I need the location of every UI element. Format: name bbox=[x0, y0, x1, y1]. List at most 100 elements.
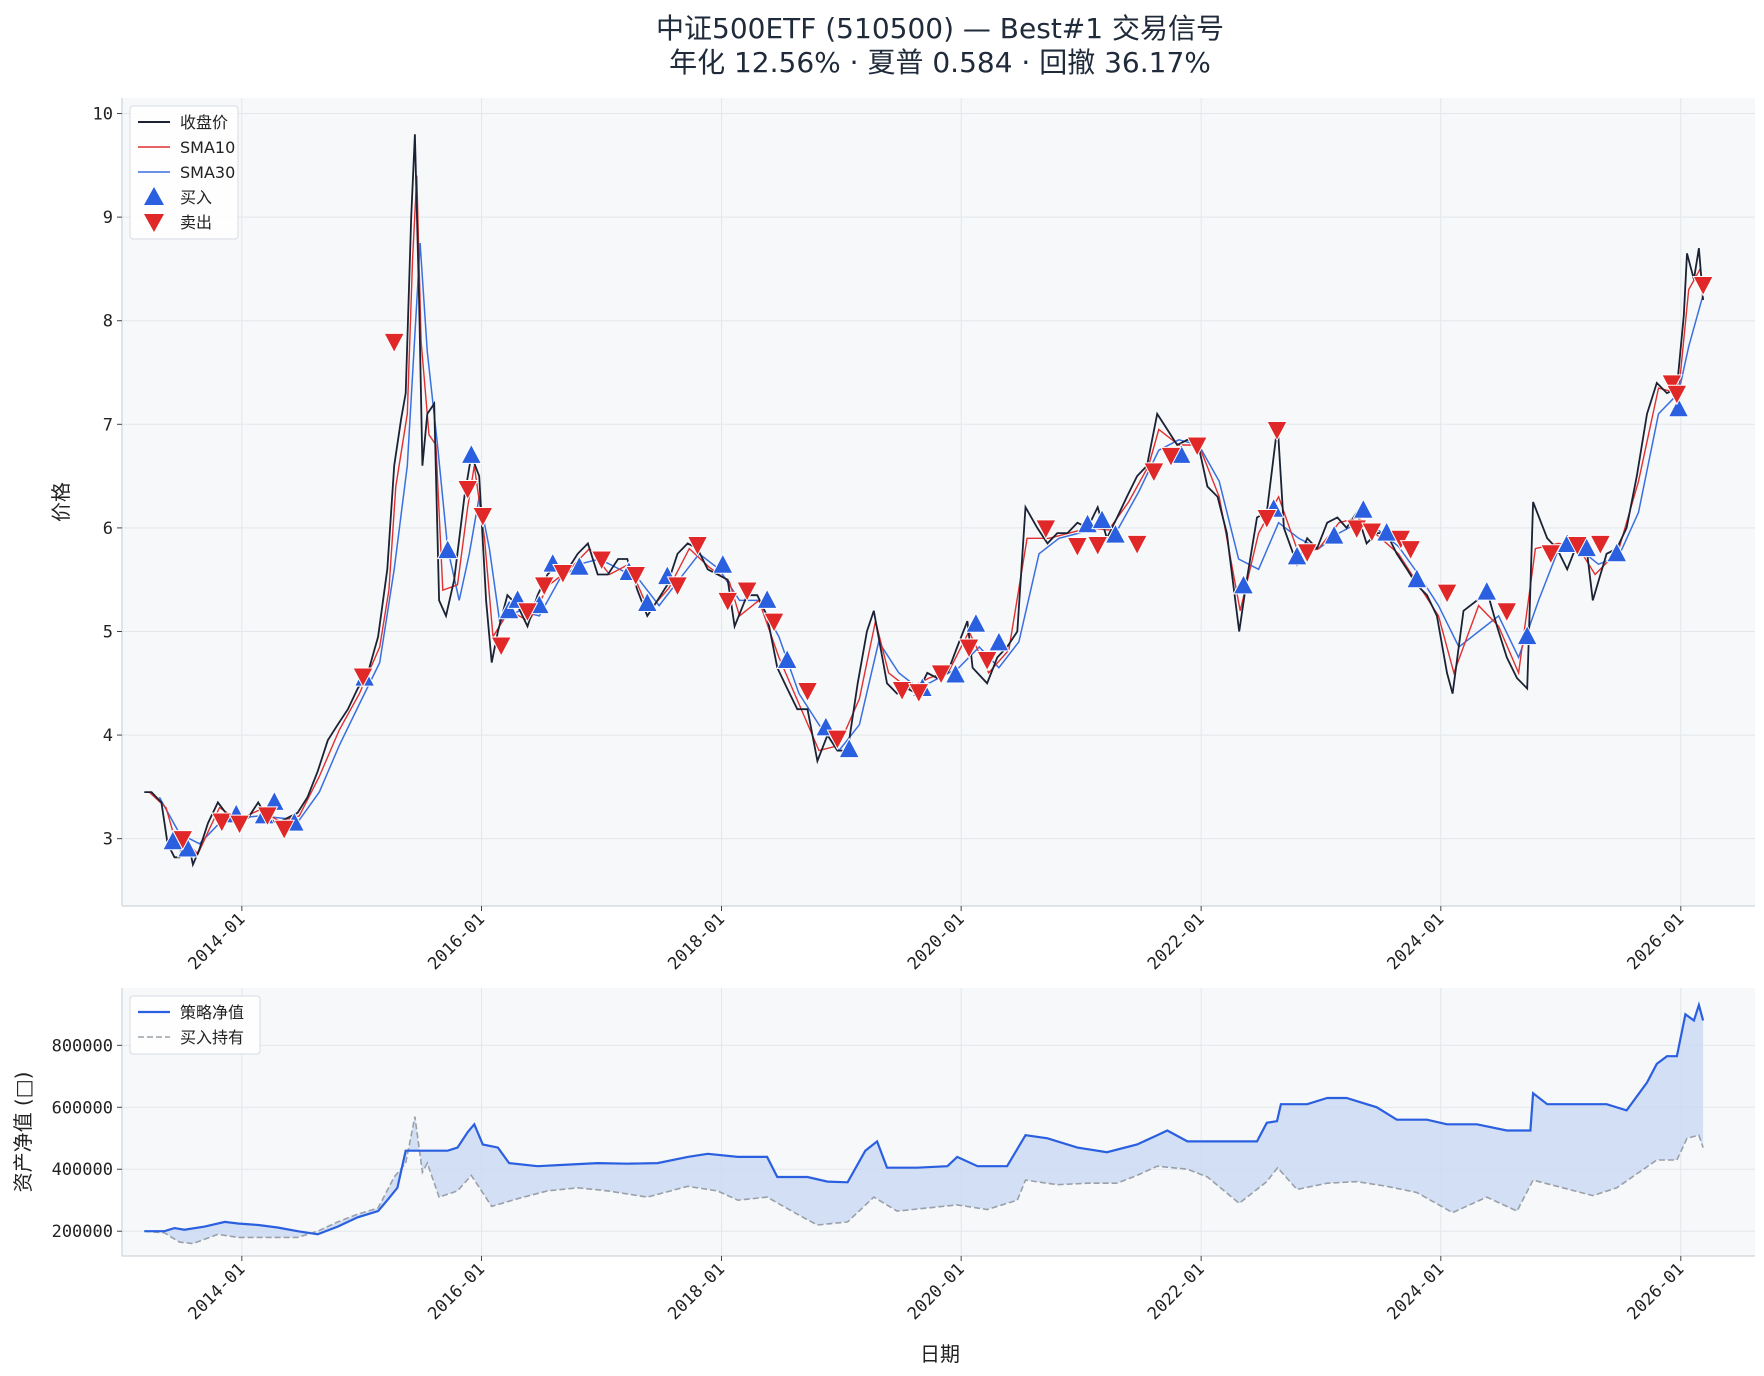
buy-signal-marker bbox=[1286, 544, 1308, 566]
buy-signal-marker bbox=[498, 598, 520, 620]
price-y-axis-label: 价格 bbox=[49, 482, 73, 522]
sell-signal-marker bbox=[1436, 583, 1458, 605]
sell-signal-marker bbox=[516, 602, 539, 623]
buy-hold-line bbox=[144, 1116, 1704, 1245]
x-tick-label: 2026-01 bbox=[1624, 1259, 1689, 1324]
buy-signal-marker bbox=[1104, 523, 1127, 544]
buy-signal-marker bbox=[568, 555, 591, 576]
sell-signal-marker bbox=[210, 812, 233, 834]
legend-label: 买入持有 bbox=[180, 1028, 244, 1047]
sell-signal-marker bbox=[666, 576, 689, 597]
buy-signal-marker bbox=[965, 612, 987, 633]
legend-box bbox=[129, 105, 239, 240]
sell-signal-marker bbox=[891, 680, 913, 702]
legend-label: 策略净值 bbox=[180, 1003, 244, 1022]
sell-signal-marker bbox=[590, 550, 613, 572]
buy-signal-marker bbox=[1475, 580, 1498, 601]
sell-signal-marker bbox=[1255, 509, 1278, 530]
x-tick-label: 2022-01 bbox=[1144, 1259, 1209, 1324]
x-tick-label: 2018-01 bbox=[664, 909, 729, 974]
y-tick-label: 10 bbox=[93, 105, 113, 125]
sell-signal-marker bbox=[471, 506, 494, 528]
buy-signal-marker bbox=[460, 443, 483, 464]
sell-signal-marker bbox=[1143, 462, 1165, 483]
sell-signal-marker bbox=[1160, 446, 1182, 468]
buy-signal-marker bbox=[1406, 567, 1428, 589]
x-tick-label: 2014-01 bbox=[185, 909, 250, 974]
buy-signal-marker bbox=[1232, 573, 1255, 595]
sell-signal-marker bbox=[1399, 540, 1422, 561]
buy-signal-marker bbox=[711, 553, 734, 574]
buy-signal-marker bbox=[1605, 541, 1628, 563]
buy-signal-marker bbox=[1091, 508, 1113, 530]
equity-panel: 200000 400000 600000 800000 2014-01 2016-01 20… bbox=[52, 988, 1755, 1324]
sell-signal-marker bbox=[171, 830, 194, 851]
sell-signal-marker bbox=[1389, 529, 1412, 551]
sell-signal-marker bbox=[1589, 534, 1612, 556]
y-tick-label: 8 bbox=[103, 312, 113, 332]
buy-signal-marker bbox=[838, 737, 861, 759]
sell-signal-marker bbox=[826, 729, 849, 751]
y-tick-label: 5 bbox=[103, 622, 113, 642]
sell-signal-marker bbox=[1035, 519, 1057, 540]
plot-area bbox=[122, 98, 1755, 906]
legend-label: SMA10 bbox=[180, 138, 235, 157]
strategy-equity-line bbox=[144, 1001, 1705, 1236]
sell-signal-marker bbox=[1661, 374, 1683, 395]
y-tick-label: 3 bbox=[103, 830, 113, 850]
y-tick-label: 6 bbox=[103, 519, 113, 539]
y-tick-label: 200000 bbox=[52, 1222, 113, 1242]
y-tick-label: 9 bbox=[103, 208, 113, 228]
sell-signal-marker bbox=[930, 664, 952, 685]
buy-signal-marker bbox=[1516, 624, 1538, 646]
sell-signal-marker bbox=[1126, 534, 1148, 556]
sell-signal-marker bbox=[533, 576, 556, 597]
sell-signal-marker bbox=[1296, 543, 1319, 564]
x-tick-label: 2024-01 bbox=[1384, 1259, 1449, 1324]
sell-signal-marker bbox=[1666, 384, 1688, 406]
excess-return-fill bbox=[144, 1005, 1704, 1244]
y-tick-label: 7 bbox=[103, 415, 113, 435]
sell-signal-marker bbox=[490, 636, 513, 658]
y-tick-label: 4 bbox=[103, 726, 113, 746]
x-tick-label: 2024-01 bbox=[1384, 909, 1449, 974]
plot-area bbox=[122, 988, 1755, 1256]
buy-signal-marker bbox=[1667, 396, 1690, 418]
legend-label: 卖出 bbox=[180, 213, 212, 232]
buy-signal-marker bbox=[944, 662, 967, 684]
buy-signal-marker bbox=[776, 648, 798, 669]
x-tick-label: 2026-01 bbox=[1624, 909, 1689, 974]
y-tick-label: 600000 bbox=[52, 1098, 113, 1118]
sell-signal-marker bbox=[1266, 420, 1288, 442]
sell-signal-marker bbox=[736, 581, 758, 603]
y-tick-label: 800000 bbox=[52, 1036, 113, 1056]
legend-label: SMA30 bbox=[180, 163, 235, 182]
sell-signal-marker bbox=[1692, 275, 1714, 297]
x-axis-label: 日期 bbox=[920, 1342, 960, 1366]
sell-signal-marker bbox=[763, 612, 785, 634]
sell-signal-marker bbox=[716, 591, 739, 613]
x-tick-label: 2014-01 bbox=[185, 1259, 250, 1324]
sell-signal-marker bbox=[228, 814, 251, 836]
sell-signal-marker bbox=[1566, 535, 1589, 557]
sell-signal-marker bbox=[686, 535, 709, 557]
x-tick-label: 2020-01 bbox=[904, 909, 969, 974]
x-tick-label: 2016-01 bbox=[424, 1259, 489, 1324]
legend-swatch-sell bbox=[144, 214, 164, 232]
sell-signal-marker bbox=[1539, 544, 1562, 565]
price-panel: 3 4 5 6 7 8 9 10 2014-01 2016-01 2018-01 2020-01 202… bbox=[93, 98, 1755, 974]
x-tick-label: 2020-01 bbox=[904, 1259, 969, 1324]
sell-signal-marker bbox=[958, 638, 980, 660]
sell-signal-marker bbox=[976, 650, 998, 672]
sell-signal-marker bbox=[1345, 519, 1368, 540]
y-tick-label: 400000 bbox=[52, 1160, 113, 1180]
sell-signal-marker bbox=[383, 332, 405, 354]
sell-signal-marker bbox=[1186, 436, 1209, 458]
buy-signal-marker bbox=[636, 591, 659, 613]
sell-signal-marker bbox=[1495, 602, 1518, 623]
legend-label: 收盘价 bbox=[180, 113, 228, 132]
sell-signal-marker bbox=[256, 806, 279, 827]
sell-signal-marker bbox=[1361, 522, 1383, 544]
close-price-line bbox=[144, 134, 1704, 868]
